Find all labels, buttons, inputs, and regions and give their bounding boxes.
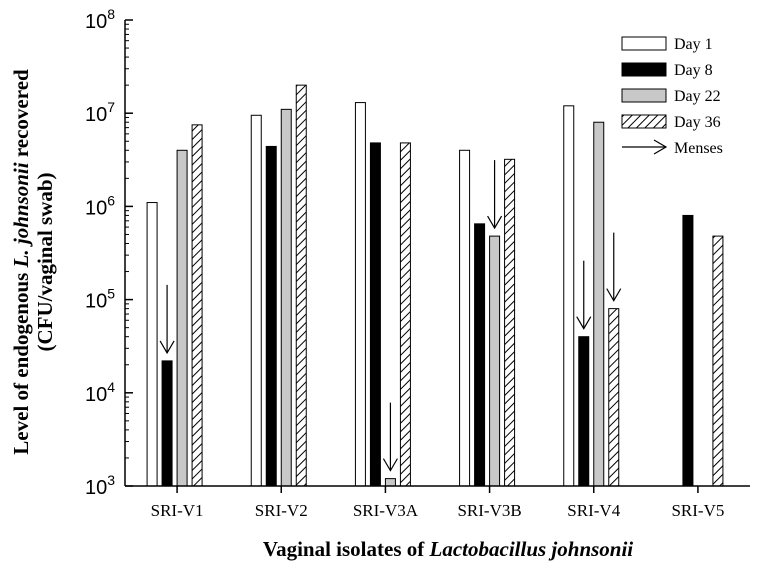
x-tick-label: SRI-V5 [671,501,724,520]
y-axis-title-part: recovered [9,69,33,162]
bar [489,235,501,487]
y-tick-label: 107 [85,99,115,126]
y-axis-title: Level of endogenous L. johnsonii recover… [9,69,57,455]
bar [459,149,471,487]
bar [399,142,411,487]
y-tick-label: 108 [85,6,115,33]
legend-menses-arrow-head [653,139,668,155]
bar [146,202,158,487]
bar [265,145,277,487]
axes: 103 104 105 106 107 108 SRI-V1 SRI-V2 SRI-V3A SRI… [85,6,750,520]
legend-label: Day 1 [674,36,713,53]
legend-swatch [621,36,667,51]
bar [384,478,396,487]
bar [369,142,381,487]
bar [280,108,292,487]
menses-arrow-head [159,340,175,355]
legend-label: Day 8 [674,62,713,79]
y-tick-label: 106 [85,192,115,219]
bar [191,124,203,487]
y-axis-title-line1: Level of endogenous L. johnsonii recover… [9,69,33,455]
legend-swatch [621,114,667,129]
y-axis-title-part: Level of endogenous [9,267,33,454]
y-tick-label: 104 [85,379,115,406]
x-axis-title-part: Vaginal isolates of [263,537,430,561]
bar [161,360,173,487]
bar [578,336,590,487]
bar [354,102,366,487]
legend: Day 1 Day 8 Day 22 Day 36 Menses [621,36,723,157]
menses-arrow-head [487,215,503,230]
bar [593,121,605,487]
legend-swatch [621,62,667,77]
bar [176,149,188,487]
legend-label: Day 36 [674,114,721,131]
legend-label-menses: Menses [674,140,723,157]
bar [712,235,724,487]
y-axis-title-species: L. johnsonii [9,162,33,268]
x-tick-label: SRI-V2 [255,501,308,520]
menses-arrows [159,160,622,472]
x-tick-label: SRI-V3A [353,501,419,520]
y-axis-title-line2: (CFU/vaginal swab) [33,172,57,351]
bar [563,105,575,487]
bars [146,84,724,487]
y-tick-label: 105 [85,286,115,313]
bar [295,84,307,487]
x-axis-title: Vaginal isolates of Lactobacillus johnso… [263,537,633,561]
bar [504,158,516,487]
x-tick-label: SRI-V3B [457,501,521,520]
legend-swatch [621,88,667,103]
menses-arrow-head [606,288,622,302]
bar [608,308,620,487]
menses-arrow-head [576,316,592,330]
bar [250,114,262,487]
legend-label: Day 22 [674,88,721,105]
menses-arrow-head [382,458,398,472]
x-axis-title-species: Lactobacillus johnsonii [429,537,634,561]
y-tick-label: 103 [85,472,115,499]
bar [474,223,486,487]
x-tick-label: SRI-V1 [151,501,204,520]
x-tick-label: SRI-V4 [567,501,620,520]
bar [682,214,694,487]
